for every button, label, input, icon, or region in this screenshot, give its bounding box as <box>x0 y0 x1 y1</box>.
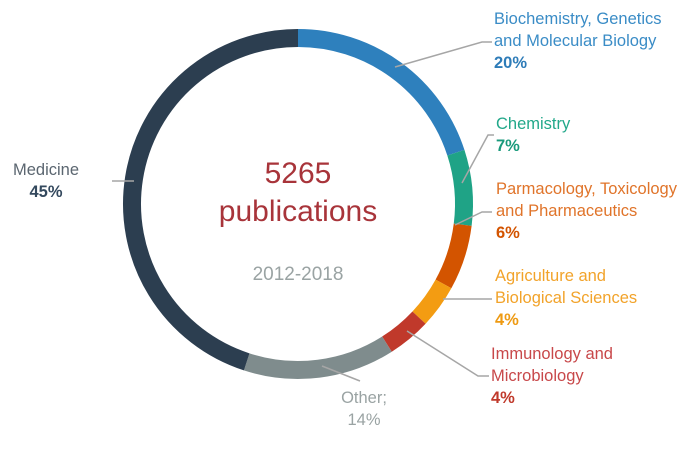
label-chemistry: Chemistry 7% <box>496 113 570 157</box>
leader-line-other <box>321 365 361 382</box>
label-agriculture: Agriculture and Biological Sciences 4% <box>495 265 637 331</box>
leader-line-biochem <box>394 41 492 68</box>
label-biochemistry-line2: and Molecular Biology <box>494 32 657 50</box>
label-other: Other; 14% <box>336 387 392 431</box>
label-medicine: Medicine 45% <box>8 159 84 203</box>
label-immunology-pct: 4% <box>491 389 515 407</box>
label-medicine-line1: Medicine <box>12 161 80 179</box>
label-agriculture-line1: Agriculture and <box>495 267 606 285</box>
donut-segment-other <box>243 336 392 379</box>
label-pharmacology: Parmacology, Toxicology and Pharmaceutic… <box>496 178 677 244</box>
label-chemistry-pct: 7% <box>496 137 520 155</box>
donut-segment-medicine <box>123 29 299 371</box>
donut-segment-immunology <box>381 311 426 352</box>
label-pharmacology-pct: 6% <box>496 224 520 242</box>
donut-segment-parmacology <box>435 223 472 289</box>
label-biochemistry-pct: 20% <box>494 54 528 72</box>
label-immunology-line2: Microbiology <box>491 367 584 385</box>
label-immunology-line1: Immunology and <box>491 345 613 363</box>
center-publication-label: publications <box>218 195 378 228</box>
leader-line-immuno <box>406 330 489 377</box>
leader-lines <box>112 41 494 382</box>
leader-line-chemistry <box>461 134 494 184</box>
label-pharmacology-line2: and Pharmaceutics <box>496 202 638 220</box>
donut-segment-chemistry <box>447 149 473 226</box>
donut-segment-biochemistry <box>297 29 465 156</box>
label-agriculture-line2: Biological Sciences <box>495 289 638 307</box>
label-chemistry-line1: Chemistry <box>496 115 571 133</box>
label-pharmacology-line1: Parmacology, Toxicology <box>496 180 677 198</box>
label-biochemistry-line1: Biochemistry, Genetics <box>494 10 662 28</box>
center-year-range: 2012-2018 <box>252 264 344 285</box>
donut-segment-agriculture <box>412 279 452 324</box>
label-medicine-pct: 45% <box>29 183 63 201</box>
label-biochemistry: Biochemistry, Genetics and Molecular Bio… <box>494 8 662 74</box>
label-agriculture-pct: 4% <box>495 311 519 329</box>
label-immunology: Immunology and Microbiology 4% <box>491 343 613 409</box>
center-publication-count: 5265 <box>264 157 332 190</box>
label-other-pct: 14% <box>347 411 381 429</box>
label-other-line1: Other; <box>341 389 387 407</box>
donut-segments <box>123 29 473 379</box>
leader-line-pharma <box>454 211 492 226</box>
